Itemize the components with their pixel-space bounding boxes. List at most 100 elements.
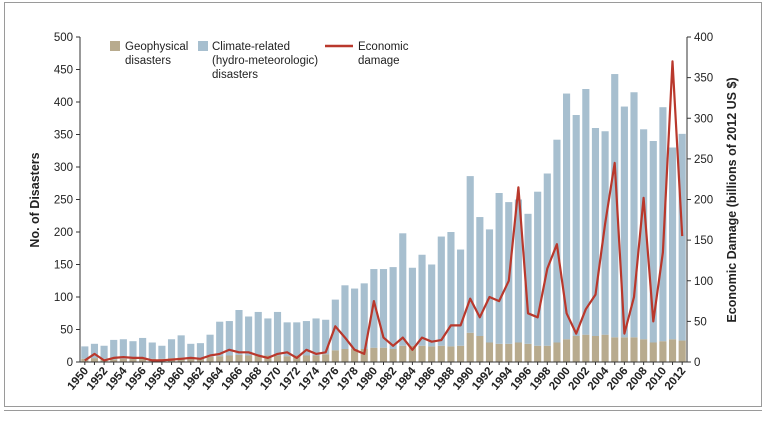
y-tick-label-right-50: 50: [694, 316, 707, 328]
y-tick-label-left-150: 150: [54, 260, 73, 272]
bar-geophysical-1965: [225, 355, 233, 362]
bar-climate-1954: [119, 339, 127, 359]
x-tick-label-1992: 1992: [470, 365, 496, 392]
bar-climate-2002: [582, 89, 590, 335]
bar-geophysical-1964: [216, 356, 224, 362]
bar-climate-2000: [562, 93, 571, 340]
legend-label-climate-line2: (hydro-meteorologic): [212, 55, 318, 67]
bar-geophysical-1981: [379, 347, 388, 362]
bar-geophysical-2002: [582, 334, 590, 362]
bar-climate-1951: [90, 343, 99, 359]
bar-climate-1963: [206, 334, 214, 357]
bar-geophysical-1991: [476, 336, 484, 362]
x-tick-label-1966: 1966: [220, 365, 246, 392]
x-tick-label-1970: 1970: [258, 365, 284, 392]
x-tick-label-1980: 1980: [355, 365, 381, 392]
bar-geophysical-1982: [389, 349, 397, 362]
bar-climate-1973: [302, 321, 310, 356]
legend-swatch-geophysical: [110, 41, 120, 51]
bar-climate-1965: [225, 321, 233, 356]
legend-label-economic: Economic damage: [358, 41, 412, 67]
bar-climate-1977: [341, 285, 349, 349]
bar-geophysical-1977: [341, 349, 349, 362]
bar-climate-2004: [601, 131, 609, 335]
bar-geophysical-1973: [302, 355, 310, 362]
bar-climate-2006: [620, 106, 628, 338]
bar-climate-1950: [81, 346, 89, 359]
bar-geophysical-2009: [649, 342, 657, 362]
bar-geophysical-1988: [447, 346, 455, 362]
bar-geophysical-1987: [437, 345, 445, 362]
x-tick-label-2000: 2000: [547, 365, 573, 392]
y-tick-label-left-450: 450: [54, 65, 73, 77]
y-tick-label-left-100: 100: [54, 292, 73, 304]
bar-climate-1983: [399, 233, 407, 346]
bar-geophysical-1974: [312, 355, 320, 362]
x-tick-label-1956: 1956: [123, 365, 149, 392]
bar-climate-2011: [668, 147, 677, 340]
x-tick-label-2006: 2006: [605, 365, 631, 392]
bar-geophysical-1983: [399, 345, 407, 362]
bar-climate-1989: [457, 249, 465, 346]
bars-group: [81, 74, 686, 362]
bar-geophysical-2003: [591, 336, 600, 362]
bar-geophysical-2004: [601, 334, 609, 362]
bar-geophysical-1968: [254, 355, 262, 362]
bar-geophysical-1967: [245, 355, 253, 362]
bar-geophysical-1998: [543, 345, 551, 362]
bar-geophysical-1966: [235, 354, 243, 362]
bar-geophysical-1961: [187, 358, 195, 362]
legend-label-geophysical-line1: Geophysical: [125, 41, 188, 53]
bar-geophysical-1955: [129, 358, 137, 362]
x-tick-label-1996: 1996: [509, 365, 535, 392]
bar-climate-2003: [591, 128, 600, 336]
bar-geophysical-1970: [273, 355, 282, 362]
legend-label-climate-line3: disasters: [212, 69, 258, 81]
bar-geophysical-1953: [110, 359, 118, 362]
x-tick-label-1960: 1960: [162, 365, 188, 392]
bar-geophysical-1992: [485, 342, 494, 362]
bar-climate-1996: [524, 213, 532, 344]
bar-geophysical-2006: [620, 337, 628, 362]
bar-geophysical-1990: [466, 332, 474, 362]
bar-geophysical-1956: [139, 358, 147, 362]
bar-geophysical-1984: [408, 345, 416, 362]
bar-climate-1991: [476, 217, 484, 336]
legend-label-economic-line2: damage: [358, 55, 400, 67]
x-tick-label-2012: 2012: [663, 365, 689, 392]
y-tick-label-right-150: 150: [694, 235, 713, 247]
bar-climate-1988: [447, 232, 455, 347]
bar-geophysical-1963: [206, 356, 214, 362]
bar-climate-1995: [514, 199, 522, 343]
x-tick-label-1986: 1986: [412, 365, 438, 392]
x-tick-label-1950: 1950: [65, 365, 91, 392]
y-tick-label-left-350: 350: [54, 130, 73, 142]
y-tick-label-right-100: 100: [694, 276, 713, 288]
bar-climate-1999: [553, 139, 561, 343]
x-tick-label-1952: 1952: [85, 365, 111, 392]
bar-geophysical-1954: [119, 358, 127, 362]
bar-climate-2007: [630, 92, 638, 338]
y-tick-label-right-200: 200: [694, 195, 713, 207]
bar-geophysical-1985: [418, 345, 426, 362]
bar-geophysical-1962: [196, 358, 205, 362]
y-axis-title-left: No. of Disasters: [28, 152, 42, 247]
bar-geophysical-1999: [553, 342, 561, 362]
bar-geophysical-1951: [90, 358, 99, 362]
bar-climate-1993: [495, 193, 503, 344]
bar-geophysical-1975: [322, 354, 330, 362]
y-tick-label-left-500: 500: [54, 32, 73, 44]
bar-geophysical-2005: [611, 337, 619, 362]
bar-climate-1956: [139, 337, 147, 359]
bar-geophysical-2001: [572, 336, 580, 362]
x-tick-label-1982: 1982: [374, 365, 400, 392]
bar-climate-1952: [100, 345, 108, 359]
bar-geophysical-2008: [640, 339, 648, 362]
y-tick-label-left-200: 200: [54, 227, 73, 239]
bar-climate-1958: [158, 345, 166, 359]
bar-climate-1975: [322, 319, 330, 355]
bar-climate-1968: [254, 311, 262, 356]
y-tick-label-right-350: 350: [694, 73, 713, 85]
legend-swatch-climate: [198, 41, 208, 51]
